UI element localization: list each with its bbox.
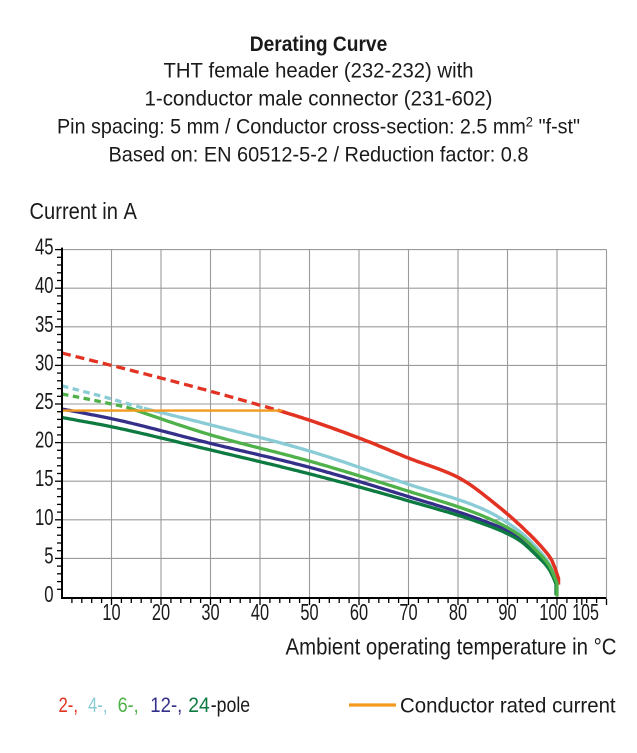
svg-text:4-,: 4-, [88, 693, 108, 717]
svg-text:25: 25 [35, 388, 54, 414]
svg-text:50: 50 [300, 599, 318, 625]
svg-text:30: 30 [35, 349, 54, 375]
svg-text:Pin spacing: 5 mm / Conductor: Pin spacing: 5 mm / Conductor cross-sect… [57, 115, 526, 139]
svg-text:15: 15 [35, 465, 54, 491]
svg-text:Based on: EN 60512-5-2 / Reduc: Based on: EN 60512-5-2 / Reduction facto… [109, 143, 529, 167]
svg-text:Conductor rated current: Conductor rated current [400, 693, 616, 717]
svg-text:60: 60 [350, 599, 368, 625]
svg-text:35: 35 [35, 311, 54, 337]
svg-text:-pole: -pole [211, 693, 250, 717]
svg-text:1-conductor male connector (23: 1-conductor male connector (231-602) [145, 87, 493, 111]
svg-text:THT female header (232-232) wi: THT female header (232-232) with [164, 59, 474, 83]
svg-text:40: 40 [35, 272, 54, 298]
svg-text:5: 5 [44, 542, 53, 568]
svg-text:100: 100 [539, 599, 567, 625]
svg-text:Derating Curve: Derating Curve [250, 32, 388, 56]
svg-text:40: 40 [251, 599, 269, 625]
svg-text:6-,: 6-, [118, 693, 139, 717]
svg-text:20: 20 [152, 599, 170, 625]
svg-text:105: 105 [572, 599, 599, 625]
svg-text:2: 2 [526, 114, 533, 130]
svg-text:30: 30 [201, 599, 219, 625]
svg-text:2-,: 2-, [59, 693, 79, 717]
svg-text:70: 70 [399, 599, 417, 625]
svg-text:Ambient operating temperature: Ambient operating temperature in °C [286, 634, 617, 660]
svg-text:0: 0 [44, 581, 53, 607]
svg-text:Current in A: Current in A [30, 198, 138, 224]
svg-text:12-,: 12-, [150, 693, 182, 717]
svg-text:90: 90 [498, 599, 516, 625]
svg-text:"f-st": "f-st" [533, 115, 580, 139]
svg-text:45: 45 [35, 234, 54, 260]
svg-text:24: 24 [188, 693, 210, 717]
svg-text:80: 80 [449, 599, 467, 625]
svg-text:20: 20 [35, 427, 54, 453]
svg-text:10: 10 [102, 599, 120, 625]
svg-text:10: 10 [35, 504, 54, 530]
